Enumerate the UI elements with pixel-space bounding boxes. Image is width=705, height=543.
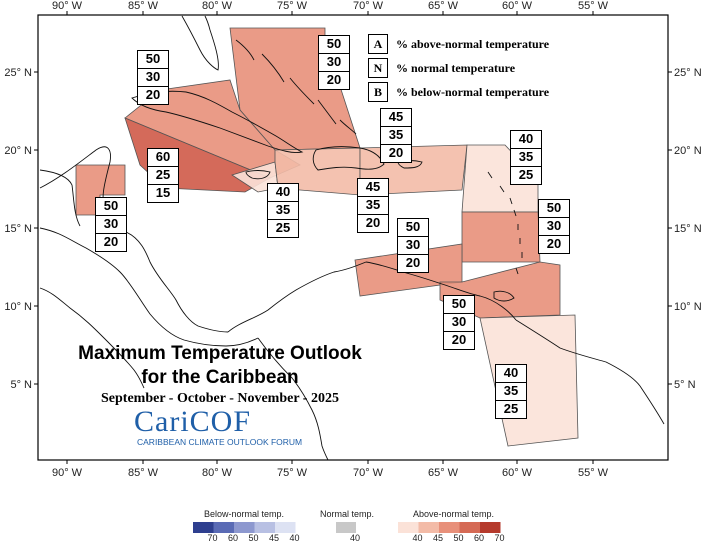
legend-row-normal: N % normal temperature bbox=[368, 58, 515, 78]
coast-pacific bbox=[39, 287, 145, 389]
prob-box-jamaica: 40 35 25 bbox=[267, 183, 299, 238]
colorbar-above bbox=[398, 522, 501, 533]
lat-tick-right-3: 15° N bbox=[674, 223, 702, 235]
prob-box-trinidad: 50 30 20 bbox=[443, 295, 475, 350]
lat-tick-left-5: 5° N bbox=[10, 379, 32, 391]
legend-label-n: % normal temperature bbox=[396, 60, 516, 75]
colorbar-below-title: Below-normal temp. bbox=[204, 509, 285, 519]
lon-tick-top-5: 70° W bbox=[353, 0, 384, 12]
map-title-line2: for the Caribbean bbox=[141, 367, 299, 388]
map-title-line1: Maximum Temperature Outlook bbox=[78, 343, 362, 364]
colorbar-below bbox=[193, 522, 296, 533]
coast-panama-colombia bbox=[227, 261, 367, 333]
prob-box-puerto-rico: 45 35 20 bbox=[357, 178, 389, 233]
colorbar-normal-label-1: 40 bbox=[350, 533, 361, 543]
lon-tick-bottom-8: 55° W bbox=[578, 467, 609, 479]
colorbar-normal-title: Normal temp. bbox=[320, 509, 375, 519]
lat-tick-left-4: 10° N bbox=[4, 301, 32, 313]
coastlines bbox=[39, 15, 665, 461]
coast-bahamas bbox=[235, 39, 357, 135]
colorbar-below-label-5: 40 bbox=[289, 533, 300, 543]
lat-tick-right-2: 20° N bbox=[674, 145, 702, 157]
prob-box-northern-leewards: 40 35 25 bbox=[510, 130, 542, 185]
coast-gulf-mexico-east bbox=[39, 169, 81, 227]
legend-key-n: N bbox=[368, 58, 388, 78]
caricof-logo: CariCOF bbox=[134, 405, 252, 438]
map-subtitle: September - October - November - 2025 bbox=[101, 391, 339, 406]
lon-tick-bottom-7: 60° W bbox=[502, 467, 533, 479]
colorbar-normal bbox=[336, 522, 356, 533]
lon-tick-bottom-6: 65° W bbox=[428, 467, 459, 479]
colorbar-below-swatch-4 bbox=[254, 522, 275, 533]
colorbar-above-swatch-1 bbox=[398, 522, 419, 533]
prob-box-caribbean-west: 60 25 15 bbox=[147, 148, 179, 203]
coast-florida bbox=[181, 15, 219, 71]
prob-box-abc-islands: 50 30 20 bbox=[397, 218, 429, 273]
colorbar-below-label-1: 70 bbox=[207, 533, 218, 543]
colorbar-above-swatch-2 bbox=[418, 522, 439, 533]
coast-guianas bbox=[515, 319, 665, 425]
colorbar-below-swatch-2 bbox=[213, 522, 234, 533]
legend-row-above: A % above-normal temperature bbox=[368, 34, 549, 54]
prob-box-cuba-north: 50 30 20 bbox=[137, 50, 169, 105]
colorbar-below-label-2: 60 bbox=[228, 533, 239, 543]
lat-tick-left-3: 15° N bbox=[4, 223, 32, 235]
prob-box-belize: 50 30 20 bbox=[95, 197, 127, 252]
colorbar-above-label-1: 40 bbox=[412, 533, 423, 543]
colorbar-below-swatch-5 bbox=[275, 522, 296, 533]
prob-box-guianas: 40 35 25 bbox=[495, 364, 527, 419]
lon-tick-top-7: 60° W bbox=[502, 0, 533, 12]
lat-tick-left-2: 20° N bbox=[4, 145, 32, 157]
lat-tick-right-5: 5° N bbox=[674, 379, 696, 391]
lon-tick-top-8: 55° W bbox=[578, 0, 609, 12]
colorbar-below-label-4: 45 bbox=[269, 533, 280, 543]
colorbar-normal-swatch-1 bbox=[336, 522, 356, 533]
colorbar-above-label-2: 45 bbox=[433, 533, 444, 543]
colorbar-below-swatch-1 bbox=[193, 522, 214, 533]
lat-tick-right-4: 10° N bbox=[674, 301, 702, 313]
lon-tick-top-4: 75° W bbox=[277, 0, 308, 12]
coast-jamaica bbox=[245, 170, 271, 180]
caricof-logo-subtitle: CARIBBEAN CLIMATE OUTLOOK FORUM bbox=[137, 437, 303, 447]
colorbar-above-title: Above-normal temp. bbox=[413, 509, 495, 519]
lon-ticks bbox=[66, 11, 594, 464]
legend-key-b: B bbox=[368, 82, 388, 102]
colorbar-above-label-5: 70 bbox=[494, 533, 505, 543]
lon-tick-top-6: 65° W bbox=[428, 0, 459, 12]
lon-tick-top-3: 80° W bbox=[202, 0, 233, 12]
prob-box-southern-leewards: 50 30 20 bbox=[538, 199, 570, 254]
lon-tick-bottom-5: 70° W bbox=[353, 467, 384, 479]
coast-central-america bbox=[39, 227, 259, 347]
lon-tick-bottom-1: 90° W bbox=[52, 467, 83, 479]
colorbar-above-label-4: 60 bbox=[474, 533, 485, 543]
region-southern-leewards bbox=[461, 211, 541, 263]
lat-tick-left-1: 25° N bbox=[4, 67, 32, 79]
lon-tick-bottom-4: 75° W bbox=[277, 467, 308, 479]
coast-south-america-inland bbox=[257, 337, 329, 461]
prob-box-bahamas: 50 30 20 bbox=[318, 35, 350, 90]
colorbar-above-swatch-4 bbox=[459, 522, 480, 533]
coast-cuba bbox=[131, 90, 304, 153]
lat-tick-right-1: 25° N bbox=[674, 67, 702, 79]
lon-tick-top-2: 85° W bbox=[128, 0, 159, 12]
lon-tick-bottom-3: 80° W bbox=[202, 467, 233, 479]
lon-tick-top-1: 90° W bbox=[52, 0, 83, 12]
legend-label-b: % below-normal temperature bbox=[396, 84, 550, 99]
coast-lesser-antilles bbox=[487, 171, 523, 275]
legend-row-below: B % below-normal temperature bbox=[368, 82, 549, 102]
lat-ticks bbox=[34, 71, 672, 385]
colorbar-above-label-3: 50 bbox=[453, 533, 464, 543]
coast-trinidad bbox=[493, 290, 515, 302]
colorbar-above-swatch-5 bbox=[480, 522, 501, 533]
coast-hispaniola bbox=[312, 146, 385, 171]
colorbar-below-swatch-3 bbox=[234, 522, 255, 533]
legend-key-a: A bbox=[368, 34, 388, 54]
prob-box-hispaniola: 45 35 20 bbox=[380, 108, 412, 163]
colorbar-below-label-3: 50 bbox=[248, 533, 259, 543]
colorbar-above-swatch-3 bbox=[439, 522, 460, 533]
lon-tick-bottom-2: 85° W bbox=[128, 467, 159, 479]
legend-label-a: % above-normal temperature bbox=[396, 36, 550, 51]
